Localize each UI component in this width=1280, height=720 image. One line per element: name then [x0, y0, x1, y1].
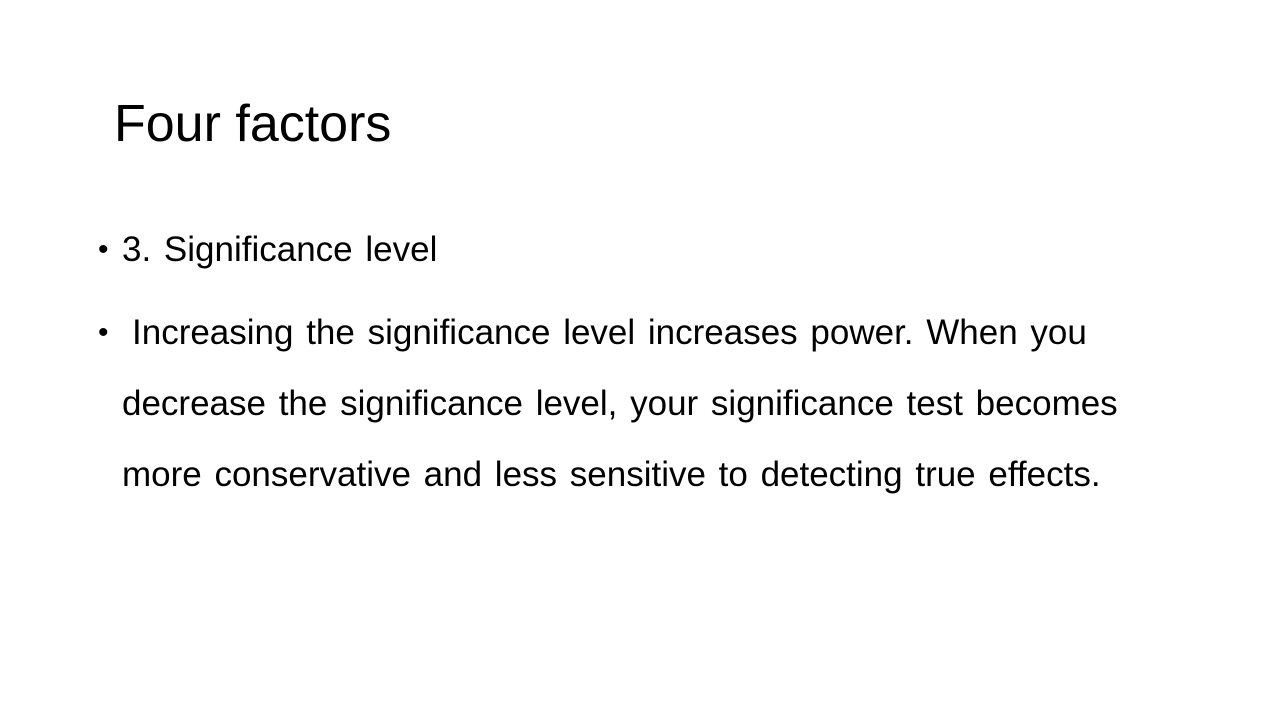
bullet-item-explanation: • Increasing the significance level incr…: [98, 297, 1178, 510]
bullet-item-significance-level: • 3. Significance level: [98, 214, 1178, 285]
bullet-list: • 3. Significance level • Increasing the…: [98, 214, 1178, 522]
slide-title: Four factors: [114, 95, 392, 153]
bullet-marker: •: [98, 233, 109, 266]
bullet-text: 3. Significance level: [122, 230, 438, 269]
bullet-text: Increasing the significance level increa…: [122, 313, 1118, 494]
bullet-marker: •: [98, 316, 109, 349]
